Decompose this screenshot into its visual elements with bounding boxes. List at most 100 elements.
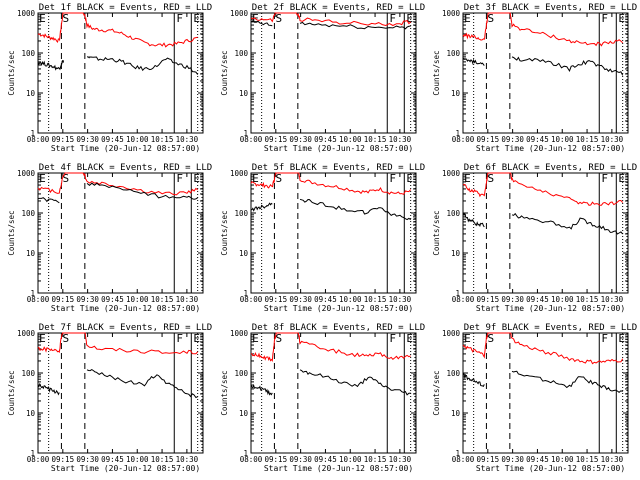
y-tick-label: 1 <box>30 129 35 138</box>
y-tick-label: 1 <box>30 449 35 458</box>
x-tick-label: 08:00 <box>452 455 475 464</box>
x-axis-label: Start Time (20-Jun-12 08:57:00) <box>51 304 200 313</box>
marker-label: E <box>406 172 413 185</box>
events-series-line <box>37 369 198 399</box>
x-tick-label: 10:15 <box>151 135 174 144</box>
marker-label: E <box>464 172 471 185</box>
events-series-line <box>250 369 411 396</box>
x-tick-label: 10:00 <box>339 135 362 144</box>
lld-series-line <box>251 332 411 363</box>
x-tick-label: 10:30 <box>389 295 412 304</box>
y-tick-label: 1000 <box>17 169 36 178</box>
x-tick-label: 09:45 <box>314 135 337 144</box>
x-tick-label: 09:45 <box>101 455 124 464</box>
panel-3: Det 3f BLACK = Events, RED = LLD 1 10 100 10… <box>432 3 637 153</box>
marker-label: F <box>176 172 183 185</box>
y-tick-label: 1 <box>455 129 460 138</box>
x-tick-label: 09:45 <box>314 455 337 464</box>
x-tick-label: 09:30 <box>501 135 524 144</box>
panel-title: Det 4f BLACK = Events, RED = LLD <box>39 163 212 173</box>
marker-label: E <box>252 172 259 185</box>
lld-series-line <box>462 12 624 47</box>
y-tick-label: 10 <box>451 249 461 258</box>
y-tick-label: 10 <box>239 249 249 258</box>
x-tick-label: 10:30 <box>176 295 199 304</box>
x-axis-label: Start Time (20-Jun-12 08:57:00) <box>476 464 625 473</box>
marker-label: E <box>39 332 46 345</box>
x-tick-label: 10:15 <box>576 295 599 304</box>
y-axis-label: Counts/sec <box>7 50 16 95</box>
panel-7: Det 7f BLACK = Events, RED = LLD 1 10 100 10… <box>7 323 212 473</box>
plot-frame <box>462 172 629 294</box>
x-tick-label: 10:15 <box>576 135 599 144</box>
y-tick-label: 1000 <box>442 169 461 178</box>
x-axis-label: Start Time (20-Jun-12 08:57:00) <box>476 144 625 153</box>
marker-label: F <box>601 12 608 25</box>
x-tick-label: 10:15 <box>364 295 387 304</box>
x-tick-label: 10:00 <box>551 295 574 304</box>
plot-frame <box>250 12 417 134</box>
plot-frame <box>37 332 204 454</box>
marker-label: E <box>193 12 200 25</box>
x-tick-label: 10:30 <box>389 135 412 144</box>
panel-4: Det 4f BLACK = Events, RED = LLD 1 10 100 10… <box>7 163 212 313</box>
marker-label: E <box>618 172 625 185</box>
x-tick-label: 09:30 <box>76 135 99 144</box>
marker-label: S <box>487 172 494 185</box>
x-tick-label: 10:00 <box>551 135 574 144</box>
x-tick-label: 09:45 <box>314 295 337 304</box>
x-axis-label: Start Time (20-Jun-12 08:57:00) <box>264 464 413 473</box>
y-tick-label: 10 <box>26 409 36 418</box>
events-series-line <box>37 56 199 75</box>
x-tick-label: 10:30 <box>389 455 412 464</box>
panel-9: Det 9f BLACK = Events, RED = LLD 1 10 100 10… <box>432 323 637 473</box>
plot-frame <box>250 172 417 294</box>
panel-2: Det 2f BLACK = Events, RED = LLD 1 10 100 10… <box>220 3 425 153</box>
y-tick-label: 100 <box>446 49 460 58</box>
marker-label: E <box>406 12 413 25</box>
x-tick-label: 09:45 <box>101 295 124 304</box>
x-axis-label: Start Time (20-Jun-12 08:57:00) <box>51 144 200 153</box>
x-tick-label: 09:15 <box>477 295 500 304</box>
events-series-line <box>462 56 624 76</box>
y-tick-label: 1 <box>455 289 460 298</box>
lld-series-line <box>37 332 199 355</box>
x-tick-label: 10:15 <box>576 455 599 464</box>
y-tick-label: 1000 <box>230 329 249 338</box>
x-tick-label: 09:30 <box>289 455 312 464</box>
y-axis-label: Counts/sec <box>220 50 229 95</box>
x-tick-label: 10:30 <box>176 455 199 464</box>
panel-title: Det 9f BLACK = Events, RED = LLD <box>464 323 637 333</box>
x-tick-label: 10:00 <box>339 455 362 464</box>
marker-label: F <box>389 172 396 185</box>
x-tick-label: 08:00 <box>452 295 475 304</box>
y-tick-label: 100 <box>21 49 35 58</box>
x-tick-label: 09:15 <box>265 295 288 304</box>
marker-label: S <box>62 12 69 25</box>
y-tick-label: 1000 <box>442 9 461 18</box>
panel-title: Det 6f BLACK = Events, RED = LLD <box>464 163 637 173</box>
panel-title: Det 3f BLACK = Events, RED = LLD <box>464 3 637 13</box>
x-tick-label: 08:00 <box>240 455 263 464</box>
marker-label: S <box>62 172 69 185</box>
x-tick-label: 09:30 <box>501 295 524 304</box>
x-tick-label: 09:15 <box>52 455 75 464</box>
marker-label: E <box>39 12 46 25</box>
x-axis-label: Start Time (20-Jun-12 08:57:00) <box>476 304 625 313</box>
y-tick-label: 1000 <box>230 169 249 178</box>
x-axis-label: Start Time (20-Jun-12 08:57:00) <box>51 464 200 473</box>
y-axis-label: Counts/sec <box>432 50 441 95</box>
x-tick-label: 10:30 <box>601 135 624 144</box>
y-axis-label: Counts/sec <box>432 210 441 255</box>
marker-label: F <box>176 332 183 345</box>
y-axis-label: Counts/sec <box>220 210 229 255</box>
marker-label: E <box>618 332 625 345</box>
lld-series-line <box>250 172 412 196</box>
plot-frame <box>462 332 629 454</box>
y-tick-label: 1000 <box>230 9 249 18</box>
y-tick-label: 10 <box>239 89 249 98</box>
marker-label: S <box>487 332 494 345</box>
x-tick-label: 09:30 <box>289 295 312 304</box>
y-tick-label: 10 <box>26 89 36 98</box>
x-tick-label: 10:30 <box>601 455 624 464</box>
